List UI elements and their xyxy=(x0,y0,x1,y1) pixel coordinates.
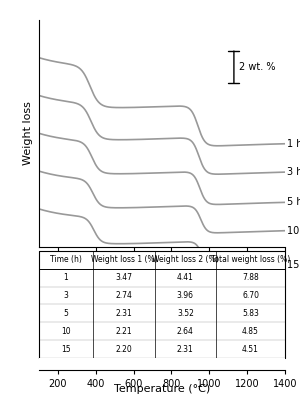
Text: Weight loss 2 (%): Weight loss 2 (%) xyxy=(152,255,219,264)
Text: 3.96: 3.96 xyxy=(177,291,194,300)
Text: 2.21: 2.21 xyxy=(116,327,132,336)
Text: 4.41: 4.41 xyxy=(177,273,194,282)
Text: Time (h): Time (h) xyxy=(50,255,82,264)
Text: 2.31: 2.31 xyxy=(177,345,194,354)
Text: 2.31: 2.31 xyxy=(116,309,132,318)
Text: Total weight loss (%): Total weight loss (%) xyxy=(211,255,290,264)
Text: 2.20: 2.20 xyxy=(116,345,132,354)
Text: 2.64: 2.64 xyxy=(177,327,194,336)
Text: Temperature (°C): Temperature (°C) xyxy=(114,384,210,394)
Text: 5.83: 5.83 xyxy=(242,309,259,318)
Text: 4.51: 4.51 xyxy=(242,345,259,354)
Text: 5: 5 xyxy=(64,309,68,318)
Text: 3 h: 3 h xyxy=(287,167,300,177)
Text: 3.47: 3.47 xyxy=(116,273,132,282)
Text: 3.52: 3.52 xyxy=(177,309,194,318)
Text: 2 wt. %: 2 wt. % xyxy=(238,62,275,72)
Text: 1 h: 1 h xyxy=(287,139,300,149)
Text: 7.88: 7.88 xyxy=(242,273,259,282)
Text: Weight loss 1 (%): Weight loss 1 (%) xyxy=(91,255,157,264)
Text: 15 h: 15 h xyxy=(287,260,300,270)
Text: 1: 1 xyxy=(64,273,68,282)
Text: 2.74: 2.74 xyxy=(116,291,132,300)
Text: 6.70: 6.70 xyxy=(242,291,259,300)
Text: 15: 15 xyxy=(61,345,71,354)
Text: 5 h: 5 h xyxy=(287,197,300,207)
Text: 10: 10 xyxy=(61,327,71,336)
Text: 3: 3 xyxy=(64,291,68,300)
Y-axis label: Weight loss: Weight loss xyxy=(23,101,33,165)
Text: 4.85: 4.85 xyxy=(242,327,259,336)
Text: 10 h: 10 h xyxy=(287,226,300,236)
